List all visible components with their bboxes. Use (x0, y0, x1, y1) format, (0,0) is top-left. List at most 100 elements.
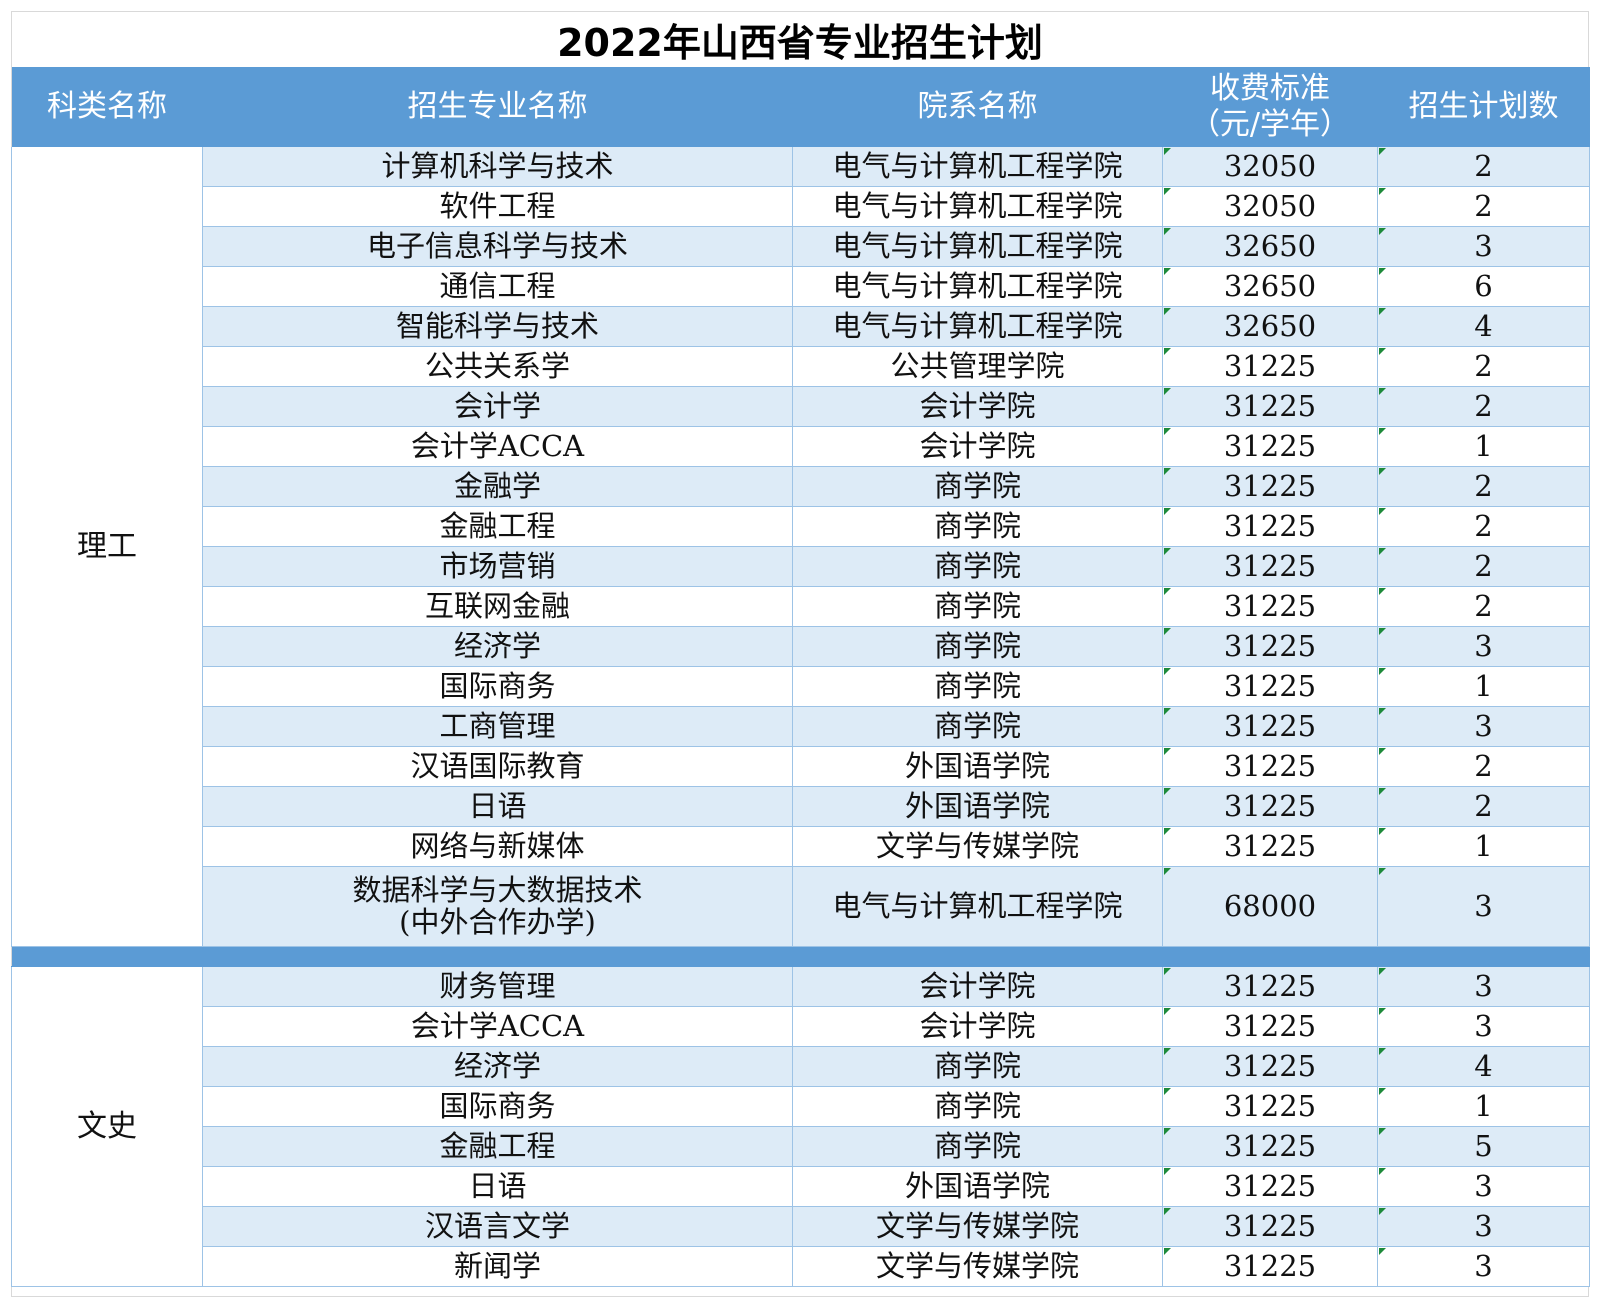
fee-cell: 32650 (1162, 266, 1378, 307)
quota-cell: 1 (1377, 1086, 1590, 1127)
department-cell: 外国语学院 (792, 746, 1163, 787)
department-cell: 电气与计算机工程学院 (792, 186, 1163, 227)
major-cell: 经济学 (202, 626, 793, 667)
table-row: 金融工程 商学院 31225 2 (12, 506, 1590, 547)
quota-cell: 1 (1377, 826, 1590, 867)
quota-cell: 4 (1377, 1046, 1590, 1087)
quota-cell: 3 (1377, 1206, 1590, 1247)
fee-cell: 31225 (1162, 966, 1378, 1007)
major-cell: 经济学 (202, 1046, 793, 1087)
major-cell: 金融工程 (202, 506, 793, 547)
fee-cell: 31225 (1162, 666, 1378, 707)
quota-cell: 4 (1377, 306, 1590, 347)
major-cell: 互联网金融 (202, 586, 793, 627)
table-row: 会计学ACCA 会计学院 31225 3 (12, 1006, 1590, 1047)
department-cell: 电气与计算机工程学院 (792, 147, 1163, 187)
major-cell: 日语 (202, 1166, 793, 1207)
header-fee-line1: 收费标准 (1210, 71, 1330, 106)
table-row: 日语 外国语学院 31225 3 (12, 1166, 1590, 1207)
major-cell: 新闻学 (202, 1246, 793, 1287)
table-row: 软件工程 电气与计算机工程学院 32050 2 (12, 186, 1590, 227)
department-cell: 文学与传媒学院 (792, 1246, 1163, 1287)
fee-cell: 31225 (1162, 746, 1378, 787)
department-cell: 电气与计算机工程学院 (792, 306, 1163, 347)
quota-cell: 1 (1377, 426, 1590, 467)
table-row: 数据科学与大数据技术 (中外合作办学) 电气与计算机工程学院 68000 3 (12, 866, 1590, 947)
department-cell: 会计学院 (792, 386, 1163, 427)
fee-cell: 31225 (1162, 506, 1378, 547)
header-fee: 收费标准 （元/学年） (1162, 67, 1378, 147)
table-row: 互联网金融 商学院 31225 2 (12, 586, 1590, 627)
major-cell: 公共关系学 (202, 346, 793, 387)
fee-cell: 31225 (1162, 786, 1378, 827)
table-row: 网络与新媒体 文学与传媒学院 31225 1 (12, 826, 1590, 867)
fee-cell: 32050 (1162, 186, 1378, 227)
quota-cell: 2 (1377, 586, 1590, 627)
major-cell: 数据科学与大数据技术 (中外合作办学) (202, 866, 793, 947)
table-row: 公共关系学 公共管理学院 31225 2 (12, 346, 1590, 387)
header-quota: 招生计划数 (1377, 67, 1590, 147)
major-cell: 计算机科学与技术 (202, 147, 793, 187)
major-cell: 工商管理 (202, 706, 793, 747)
department-cell: 商学院 (792, 466, 1163, 507)
major-cell: 汉语国际教育 (202, 746, 793, 787)
table-row: 工商管理 商学院 31225 3 (12, 706, 1590, 747)
quota-cell: 2 (1377, 147, 1590, 187)
table-row: 市场营销 商学院 31225 2 (12, 546, 1590, 587)
table-row: 理工 计算机科学与技术 电气与计算机工程学院 32050 2 (11, 147, 1590, 947)
fee-cell: 32650 (1162, 306, 1378, 347)
table-row: 金融工程 商学院 31225 5 (12, 1126, 1590, 1167)
separator-cell (1162, 946, 1378, 967)
separator-cell (11, 946, 203, 967)
department-cell: 商学院 (792, 506, 1163, 547)
quota-cell: 2 (1377, 506, 1590, 547)
fee-cell: 32650 (1162, 226, 1378, 267)
separator-cell (1377, 946, 1590, 967)
department-cell: 文学与传媒学院 (792, 1206, 1163, 1247)
quota-cell: 2 (1377, 186, 1590, 227)
major-cell: 市场营销 (202, 546, 793, 587)
quota-cell: 3 (1377, 966, 1590, 1007)
category-cell: 理工 (11, 147, 203, 947)
major-cell: 财务管理 (202, 966, 793, 1007)
department-cell: 商学院 (792, 1086, 1163, 1127)
quota-cell: 2 (1377, 746, 1590, 787)
category-cell: 文史 (11, 966, 203, 1287)
department-cell: 电气与计算机工程学院 (792, 226, 1163, 267)
major-cell: 金融工程 (202, 1126, 793, 1167)
header-fee-line2: （元/学年） (1189, 107, 1351, 142)
department-cell: 会计学院 (792, 426, 1163, 467)
quota-cell: 3 (1377, 1006, 1590, 1047)
fee-cell: 31225 (1162, 386, 1378, 427)
fee-cell: 31225 (1162, 1006, 1378, 1047)
table-row: 会计学ACCA 会计学院 31225 1 (12, 426, 1590, 467)
page-title: 2022年山西省专业招生计划 (557, 20, 1043, 65)
major-cell: 日语 (202, 786, 793, 827)
table-row: 国际商务 商学院 31225 1 (12, 666, 1590, 707)
quota-cell: 3 (1377, 226, 1590, 267)
fee-cell: 31225 (1162, 626, 1378, 667)
department-cell: 商学院 (792, 586, 1163, 627)
enrollment-plan-table: 科类名称 招生专业名称 院系名称 收费标准 （元/学年） 招生计划数 理工 计算机… (11, 67, 1590, 1287)
major-cell: 智能科学与技术 (202, 306, 793, 347)
major-cell: 国际商务 (202, 1086, 793, 1127)
department-cell: 外国语学院 (792, 1166, 1163, 1207)
fee-cell: 31225 (1162, 826, 1378, 867)
quota-cell: 6 (1377, 266, 1590, 307)
table-row: 会计学 会计学院 31225 2 (12, 386, 1590, 427)
fee-cell: 31225 (1162, 1206, 1378, 1247)
fee-cell: 31225 (1162, 586, 1378, 627)
major-cell: 会计学ACCA (202, 1006, 793, 1047)
department-cell: 公共管理学院 (792, 346, 1163, 387)
table-row: 新闻学 文学与传媒学院 31225 3 (12, 1246, 1590, 1287)
table-header-row: 科类名称 招生专业名称 院系名称 收费标准 （元/学年） 招生计划数 (11, 67, 1590, 147)
table-row: 日语 外国语学院 31225 2 (12, 786, 1590, 827)
table-row: 金融学 商学院 31225 2 (12, 466, 1590, 507)
department-cell: 商学院 (792, 626, 1163, 667)
quota-cell: 3 (1377, 1166, 1590, 1207)
major-cell: 汉语言文学 (202, 1206, 793, 1247)
fee-cell: 31225 (1162, 546, 1378, 587)
header-major: 招生专业名称 (202, 67, 793, 147)
table-row: 国际商务 商学院 31225 1 (12, 1086, 1590, 1127)
department-cell: 外国语学院 (792, 786, 1163, 827)
